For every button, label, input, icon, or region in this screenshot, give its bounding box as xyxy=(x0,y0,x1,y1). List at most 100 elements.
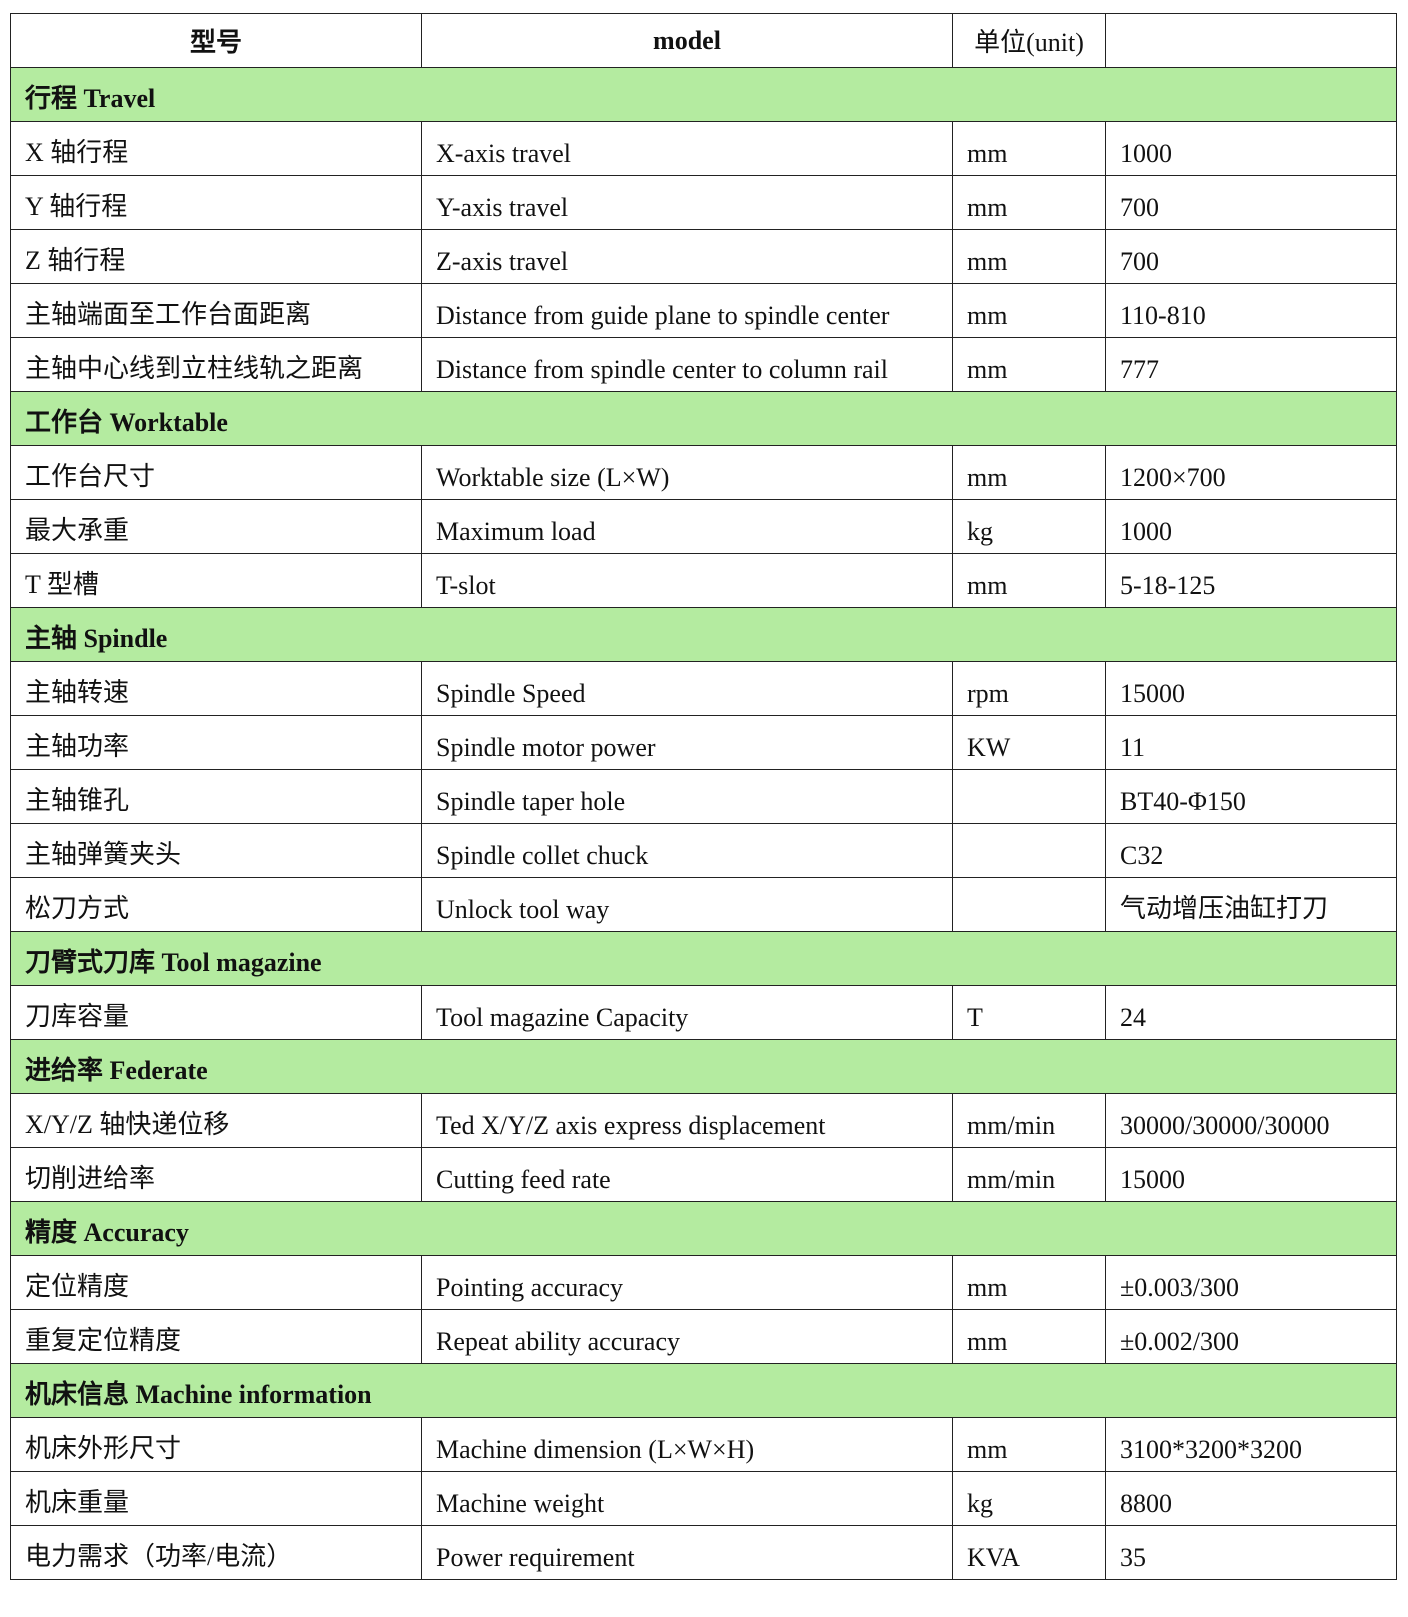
spec-row: 松刀方式 Unlock tool way 气动增压油缸打刀 xyxy=(10,877,1397,932)
cell-cn: 最大承重 xyxy=(10,499,422,554)
cell-cn: 电力需求（功率/电流） xyxy=(10,1525,422,1580)
section-title: 机床信息 Machine information xyxy=(10,1363,1397,1418)
section-row: 进给率 Federate xyxy=(10,1039,1397,1094)
cell-cn: 松刀方式 xyxy=(10,877,422,932)
spec-row: 工作台尺寸 Worktable size (L×W) mm 1200×700 xyxy=(10,445,1397,500)
header-cell xyxy=(1105,13,1397,68)
cell-en: Y-axis travel xyxy=(421,175,953,230)
cell-cn: T 型槽 xyxy=(10,553,422,608)
cell-en: Distance from spindle center to column r… xyxy=(421,337,953,392)
header-row: 型号 model 单位(unit) xyxy=(10,13,1397,68)
spec-row: 机床外形尺寸 Machine dimension (L×W×H) mm 3100*32… xyxy=(10,1417,1397,1472)
cell-unit: mm xyxy=(952,1417,1106,1472)
cell-cn: X 轴行程 xyxy=(10,121,422,176)
section-row: 工作台 Worktable xyxy=(10,391,1397,446)
cell-cn: 主轴转速 xyxy=(10,661,422,716)
cell-cn: Y 轴行程 xyxy=(10,175,422,230)
header-cell: model xyxy=(421,13,953,68)
cell-en: Z-axis travel xyxy=(421,229,953,284)
cell-en: Spindle taper hole xyxy=(421,769,953,824)
section-row: 机床信息 Machine information xyxy=(10,1363,1397,1418)
section-title: 精度 Accuracy xyxy=(10,1201,1397,1256)
section-title: 行程 Travel xyxy=(10,67,1397,122)
header-cell: 型号 xyxy=(10,13,422,68)
spec-row: T 型槽 T-slot mm 5-18-125 xyxy=(10,553,1397,608)
cell-value: 110-810 xyxy=(1105,283,1397,338)
cell-cn: 工作台尺寸 xyxy=(10,445,422,500)
cell-value: 1000 xyxy=(1105,121,1397,176)
cell-unit: T xyxy=(952,985,1106,1040)
cell-en: Worktable size (L×W) xyxy=(421,445,953,500)
cell-en: Maximum load xyxy=(421,499,953,554)
cell-cn: 主轴锥孔 xyxy=(10,769,422,824)
cell-en: Pointing accuracy xyxy=(421,1255,953,1310)
spec-row: 机床重量 Machine weight kg 8800 xyxy=(10,1471,1397,1526)
cell-unit: kg xyxy=(952,1471,1106,1526)
cell-cn: 主轴端面至工作台面距离 xyxy=(10,283,422,338)
cell-value: 30000/30000/30000 xyxy=(1105,1093,1397,1148)
cell-value: 24 xyxy=(1105,985,1397,1040)
section-row: 精度 Accuracy xyxy=(10,1201,1397,1256)
spec-row: 定位精度 Pointing accuracy mm ±0.003/300 xyxy=(10,1255,1397,1310)
cell-unit: rpm xyxy=(952,661,1106,716)
section-title: 进给率 Federate xyxy=(10,1039,1397,1094)
cell-unit: mm xyxy=(952,175,1106,230)
cell-value: 700 xyxy=(1105,229,1397,284)
cell-en: Spindle Speed xyxy=(421,661,953,716)
cell-value: 11 xyxy=(1105,715,1397,770)
cell-unit: mm/min xyxy=(952,1147,1106,1202)
spec-row: Z 轴行程 Z-axis travel mm 700 xyxy=(10,229,1397,284)
spec-row: 刀库容量 Tool magazine Capacity T 24 xyxy=(10,985,1397,1040)
cell-unit: mm xyxy=(952,1255,1106,1310)
cell-en: Cutting feed rate xyxy=(421,1147,953,1202)
cell-cn: 主轴弹簧夹头 xyxy=(10,823,422,878)
cell-value: 15000 xyxy=(1105,1147,1397,1202)
spec-row: 切削进给率 Cutting feed rate mm/min 15000 xyxy=(10,1147,1397,1202)
cell-en: X-axis travel xyxy=(421,121,953,176)
spec-row: X/Y/Z 轴快递位移 Ted X/Y/Z axis express displa… xyxy=(10,1093,1397,1148)
cell-cn: 刀库容量 xyxy=(10,985,422,1040)
section-row: 刀臂式刀库 Tool magazine xyxy=(10,931,1397,986)
cell-en: Distance from guide plane to spindle cen… xyxy=(421,283,953,338)
cell-cn: 重复定位精度 xyxy=(10,1309,422,1364)
cell-cn: X/Y/Z 轴快递位移 xyxy=(10,1093,422,1148)
spec-row: X 轴行程 X-axis travel mm 1000 xyxy=(10,121,1397,176)
cell-unit: mm xyxy=(952,229,1106,284)
cell-en: Power requirement xyxy=(421,1525,953,1580)
spec-row: 主轴弹簧夹头 Spindle collet chuck C32 xyxy=(10,823,1397,878)
cell-value: 3100*3200*3200 xyxy=(1105,1417,1397,1472)
cell-unit: mm/min xyxy=(952,1093,1106,1148)
cell-unit: mm xyxy=(952,283,1106,338)
cell-unit: mm xyxy=(952,1309,1106,1364)
cell-unit: KW xyxy=(952,715,1106,770)
spec-row: 电力需求（功率/电流） Power requirement KVA 35 xyxy=(10,1525,1397,1580)
cell-cn: 机床重量 xyxy=(10,1471,422,1526)
cell-en: T-slot xyxy=(421,553,953,608)
cell-en: Machine dimension (L×W×H) xyxy=(421,1417,953,1472)
cell-value: BT40-Φ150 xyxy=(1105,769,1397,824)
cell-unit xyxy=(952,769,1106,824)
section-title: 工作台 Worktable xyxy=(10,391,1397,446)
cell-en: Machine weight xyxy=(421,1471,953,1526)
cell-value: 700 xyxy=(1105,175,1397,230)
cell-value: 8800 xyxy=(1105,1471,1397,1526)
cell-value: ±0.003/300 xyxy=(1105,1255,1397,1310)
cell-en: Repeat ability accuracy xyxy=(421,1309,953,1364)
cell-value: 气动增压油缸打刀 xyxy=(1105,877,1397,932)
spec-row: 主轴锥孔 Spindle taper hole BT40-Φ150 xyxy=(10,769,1397,824)
cell-unit: KVA xyxy=(952,1525,1106,1580)
cell-en: Tool magazine Capacity xyxy=(421,985,953,1040)
cell-cn: 机床外形尺寸 xyxy=(10,1417,422,1472)
section-row: 主轴 Spindle xyxy=(10,607,1397,662)
spec-row: 最大承重 Maximum load kg 1000 xyxy=(10,499,1397,554)
cell-value: 1200×700 xyxy=(1105,445,1397,500)
cell-unit: mm xyxy=(952,445,1106,500)
section-row: 行程 Travel xyxy=(10,67,1397,122)
cell-unit: mm xyxy=(952,121,1106,176)
cell-value: ±0.002/300 xyxy=(1105,1309,1397,1364)
cell-value: 15000 xyxy=(1105,661,1397,716)
cell-en: Spindle motor power xyxy=(421,715,953,770)
spec-row: 重复定位精度 Repeat ability accuracy mm ±0.002/30… xyxy=(10,1309,1397,1364)
header-cell: 单位(unit) xyxy=(952,13,1106,68)
cell-en: Ted X/Y/Z axis express displacement xyxy=(421,1093,953,1148)
